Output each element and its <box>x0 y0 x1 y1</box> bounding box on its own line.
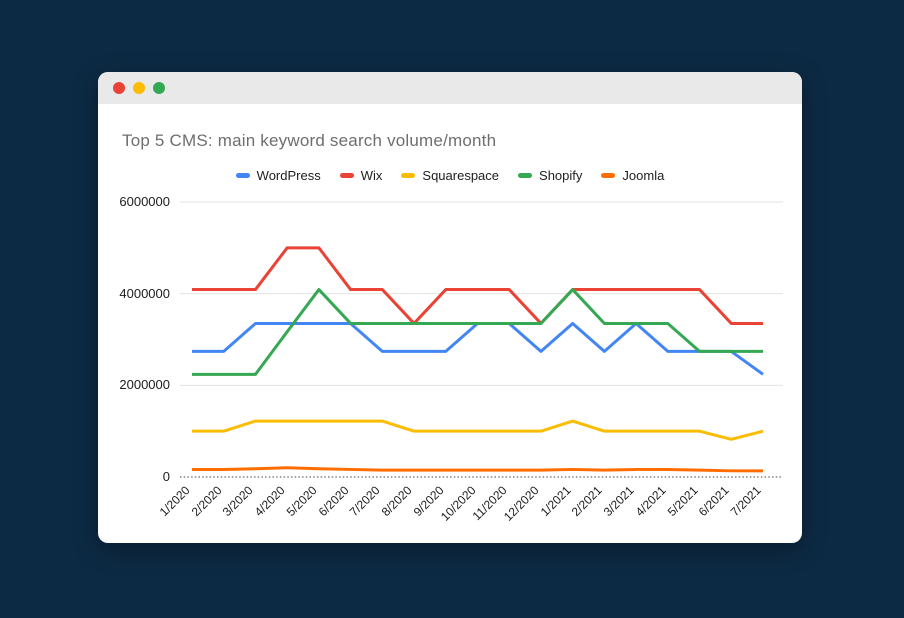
series-line-squarespace <box>192 419 764 441</box>
legend-item-squarespace[interactable]: Squarespace <box>401 168 499 183</box>
legend-swatch-wordpress <box>235 172 250 178</box>
chart-title: Top 5 CMS: main keyword search volume/mo… <box>122 131 497 150</box>
series-line-wix <box>192 246 763 325</box>
series-line-joomla <box>192 466 763 473</box>
y-tick-label: 4000000 <box>119 285 170 301</box>
minimize-button[interactable] <box>133 82 145 94</box>
legend-swatch-joomla <box>601 172 616 178</box>
close-button[interactable] <box>113 82 125 94</box>
legend-item-shopify[interactable]: Shopify <box>518 168 582 183</box>
legend-item-wix[interactable]: Wix <box>339 167 383 183</box>
y-tick-label: 0 <box>162 469 170 484</box>
legend-label: Squarespace <box>422 167 500 183</box>
plot-area <box>180 201 783 478</box>
legend-item-wordpress[interactable]: WordPress <box>235 167 321 183</box>
series-line-shopify <box>192 288 763 376</box>
legend-swatch-wix <box>339 172 354 178</box>
legend-label: WordPress <box>256 167 321 183</box>
legend-item-joomla[interactable]: Joomla <box>601 168 664 183</box>
legend-label: Wix <box>360 167 383 183</box>
chart-legend: WordPress Wix Squarespace Shopify Joomla <box>98 167 802 183</box>
legend-swatch-squarespace <box>401 172 416 178</box>
maximize-button[interactable] <box>153 82 165 94</box>
y-tick-label: 6000000 <box>119 194 170 209</box>
legend-label: Joomla <box>622 167 665 183</box>
legend-label: Shopify <box>539 167 583 183</box>
y-tick-label: 2000000 <box>119 377 170 393</box>
browser-window: Top 5 CMS: main keyword search volume/mo… <box>98 72 802 543</box>
window-titlebar[interactable] <box>98 72 802 104</box>
legend-swatch-shopify <box>518 172 533 178</box>
